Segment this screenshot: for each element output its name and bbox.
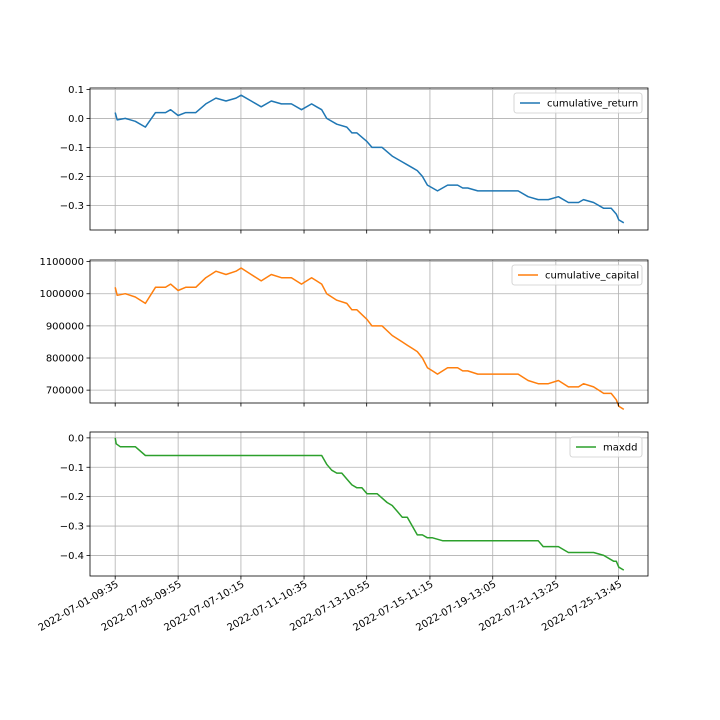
legend-label: cumulative_return [547, 99, 638, 110]
subplot-1: 0.1 0.0 −0.1 −0.2 −0.3 cumulative_return [60, 85, 649, 234]
y-tick-label: 0.0 [68, 114, 84, 125]
y-tick-label: −0.3 [60, 201, 84, 212]
y-tick-label: −0.1 [60, 143, 84, 154]
y-tick-label: −0.1 [60, 463, 84, 474]
legend: maxdd [569, 436, 643, 458]
y-tick-label: −0.2 [60, 492, 84, 503]
axes-frame [89, 431, 649, 577]
series-line-maxdd [114, 437, 625, 571]
y-tick-label: 1000000 [39, 289, 84, 300]
legend: cumulative_return [513, 92, 643, 114]
y-tick-label: 700000 [46, 386, 84, 397]
y-tick-label: 900000 [46, 321, 84, 332]
series-line-cumulative_capital [114, 267, 625, 411]
y-tick-label: 800000 [46, 354, 84, 365]
axes-frame [89, 87, 649, 231]
subplot-2: 1100000 1000000 900000 800000 700000 cumulati… [39, 257, 649, 411]
legend: cumulative_capital [511, 264, 643, 286]
y-tick-label: −0.3 [60, 522, 84, 533]
y-tick-label: 0.0 [68, 433, 84, 444]
y-tick-label: 0.1 [68, 85, 84, 96]
legend-box [511, 264, 643, 286]
legend-label: cumulative_capital [545, 271, 639, 282]
y-tick-label: −0.2 [60, 172, 84, 183]
y-tick-label: −0.4 [60, 551, 84, 562]
axes-frame [89, 259, 649, 404]
y-tick-label: 1100000 [39, 257, 84, 268]
legend-box [513, 92, 643, 114]
legend-box [569, 436, 643, 458]
series-line-cumulative_return [114, 94, 625, 224]
legend-label: maxdd [603, 443, 637, 454]
